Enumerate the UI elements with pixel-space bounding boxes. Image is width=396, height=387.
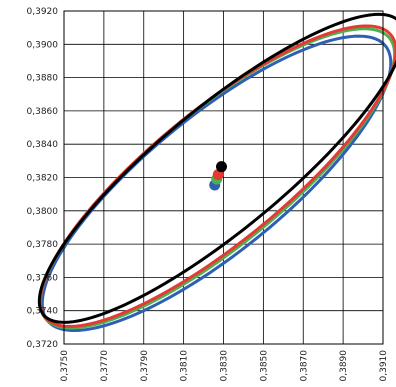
ellipses [37, 12, 396, 333]
center-point-4 [216, 161, 228, 173]
y-tick-label: 0,3820 [27, 174, 59, 184]
x-tick-label: 0,3790 [140, 350, 150, 382]
y-tick-label: 0,3800 [27, 207, 59, 217]
x-tick-labels: 0,3750 0,3770 0,3790 0,3810 0,3830 0,3850 0,38… [60, 350, 389, 382]
x-tick-label: 0,3850 [259, 350, 269, 382]
y-tick-label: 0,3720 [27, 340, 59, 350]
y-tick-label: 0,3860 [27, 107, 59, 117]
y-tick-label: 0,3900 [27, 40, 59, 50]
plot-frame [63, 10, 384, 345]
x-tick-label: 0,3770 [100, 350, 110, 382]
x-tick-label: 0,3810 [180, 350, 190, 382]
x-tick-label: 0,3890 [339, 350, 349, 382]
x-tick-label: 0,3910 [379, 350, 389, 382]
center-points [209, 161, 228, 191]
y-tick-label: 0,3780 [27, 240, 59, 250]
y-tick-label: 0,3880 [27, 74, 59, 84]
x-tick-label: 0,3750 [60, 350, 70, 382]
y-tick-label: 0,3740 [27, 307, 59, 317]
y-tick-label: 0,3920 [27, 7, 59, 17]
y-tick-label: 0,3840 [27, 140, 59, 150]
x-tick-label: 0,3870 [299, 350, 309, 382]
confidence-ellipse-4 [37, 12, 396, 324]
grid [63, 10, 384, 345]
y-tick-label: 0,3760 [27, 273, 59, 283]
y-tick-labels: 0,3720 0,3740 0,3760 0,3780 0,3800 0,3820 0,38… [27, 7, 59, 350]
x-tick-label: 0,3830 [220, 350, 230, 382]
